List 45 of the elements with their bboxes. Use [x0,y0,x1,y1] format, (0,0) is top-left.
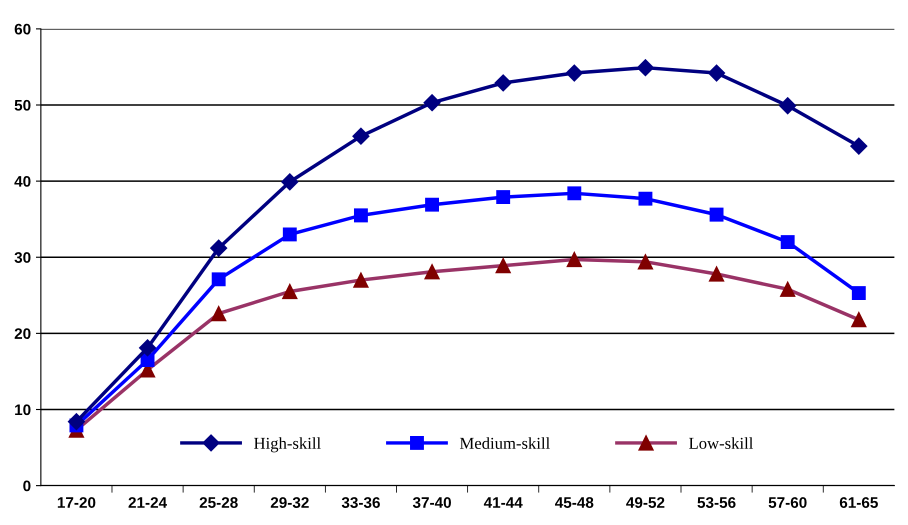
y-tick-label: 20 [14,328,31,340]
point [425,198,439,212]
point [140,353,154,367]
point [354,208,368,222]
point [636,59,654,76]
point [638,192,652,206]
legend-label: Medium-skill [460,437,550,449]
x-tick-label: 41-44 [484,497,523,508]
point [567,186,582,200]
point [850,138,868,155]
x-tick-label: 57-60 [768,497,807,508]
x-tick-label: 33-36 [342,497,380,508]
point [424,94,441,112]
point [281,173,298,190]
point [494,74,512,92]
x-tick-label: 17-20 [58,497,96,508]
y-tick-label: 10 [15,404,31,416]
x-tick-label: 25-28 [200,497,238,508]
legend-label: Low-skill [689,437,754,449]
x-tick-label: 21-24 [128,497,168,508]
point [496,190,510,204]
x-tick-label: 45-48 [555,497,594,508]
point [210,240,228,257]
x-tick-label: 53-56 [698,497,736,508]
y-tick-label: 0 [23,480,31,492]
point [352,128,370,145]
x-tick-label: 37-40 [412,497,451,508]
y-tick-label: 40 [14,176,31,187]
y-tick-label: 50 [14,100,31,111]
point [139,339,156,356]
point [212,272,226,286]
y-tick-label: 60 [14,24,31,35]
x-tick-label: 49-52 [626,497,664,508]
point [710,208,724,222]
point [566,64,583,82]
point [779,97,796,114]
point [780,235,795,249]
point [68,413,85,430]
point [282,227,297,242]
point [708,64,726,82]
x-tick-label: 61-65 [840,497,878,508]
point [852,286,866,300]
legend-label: High-skill [254,437,321,452]
x-tick-label: 29-32 [270,497,309,508]
y-tick-label: 30 [14,252,31,263]
